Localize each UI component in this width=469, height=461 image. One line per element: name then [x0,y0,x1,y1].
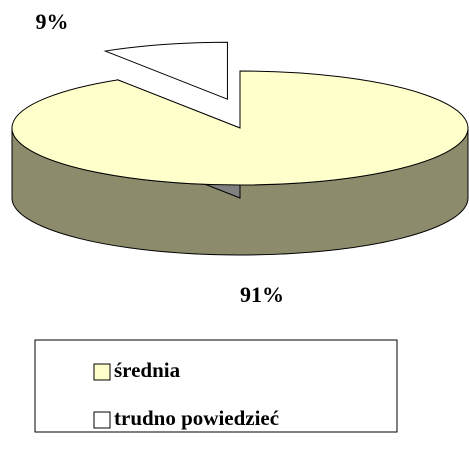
legend: średnia trudno powiedzieć [93,358,279,430]
legend-label: średnia [114,358,181,382]
pie [11,41,469,256]
legend-swatch [93,363,111,381]
data-label: 9% [36,9,69,34]
legend-swatch [93,411,111,429]
pie-slice [103,41,228,100]
pie-slice [11,70,469,186]
data-label: 91% [240,282,284,307]
legend-label: trudno powiedzieć [114,406,279,430]
